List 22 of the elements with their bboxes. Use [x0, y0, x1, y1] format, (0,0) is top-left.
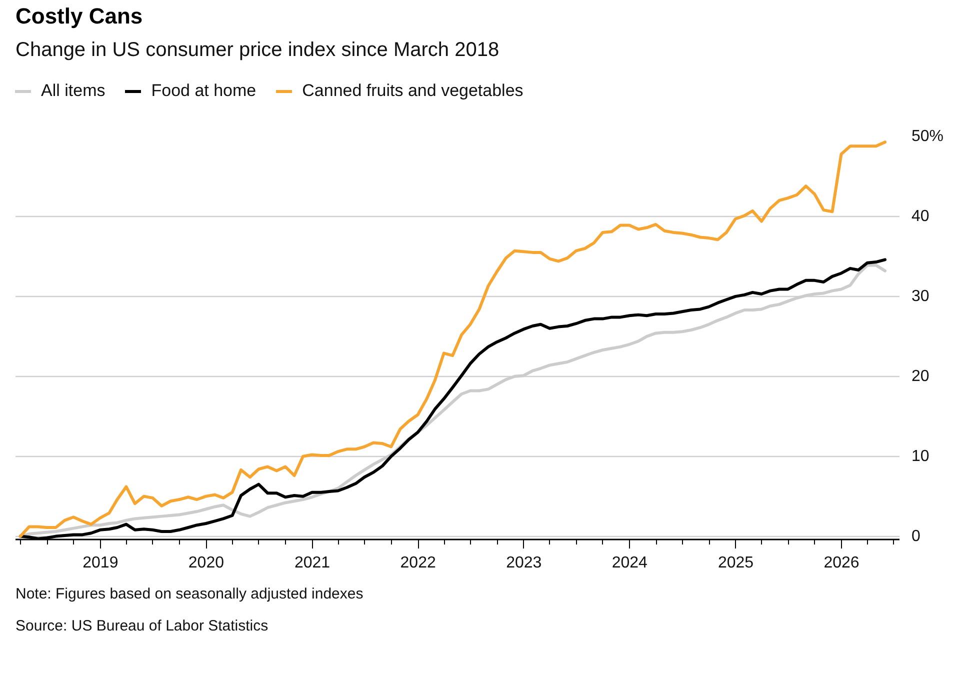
x-tick-label: 2026 [824, 554, 860, 572]
x-tick-label: 2022 [400, 554, 436, 572]
chart-title: Costly Cans [16, 4, 143, 28]
source-note: Source: US Bureau of Labor Statistics [16, 618, 268, 634]
legend-label: Canned fruits and vegetables [302, 81, 524, 101]
x-tick-label: 2021 [294, 554, 330, 572]
y-tick-label: 30 [912, 288, 930, 305]
x-tick-label: 2023 [506, 554, 542, 572]
y-tick-label: 20 [912, 368, 930, 385]
y-tick-label: 40 [912, 208, 930, 225]
line-series [18, 140, 887, 538]
text: Note: Figures based on seasonally adjusted indexes [16, 586, 364, 602]
x-tick-label: 2025 [718, 554, 754, 572]
x-tick-label: 2019 [82, 554, 118, 572]
legend-label: All items [41, 81, 106, 101]
y-tick-label: 50% [912, 128, 944, 145]
legend-label: Food at home [151, 81, 256, 101]
y-tick-label: 0 [912, 528, 920, 545]
x-tick-label: 2020 [188, 554, 224, 572]
chart-subtitle: Change in US consumer price index since March 2018 [16, 39, 500, 61]
x-tick-label: 2024 [612, 554, 648, 572]
y-tick-label: 10 [912, 448, 930, 465]
